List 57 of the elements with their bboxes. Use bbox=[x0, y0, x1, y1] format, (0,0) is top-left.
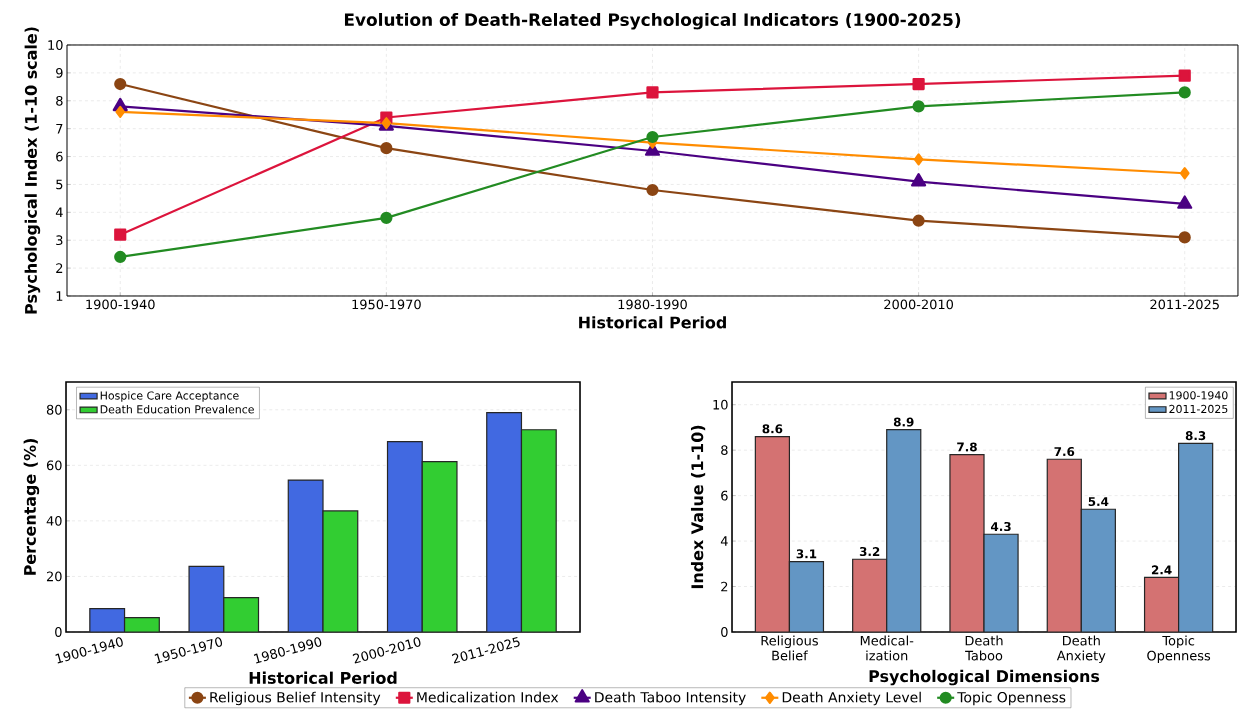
x-tick-label: 2011-2025 bbox=[1150, 299, 1219, 310]
legend-label: Medicalization Index bbox=[417, 691, 559, 703]
legend-label: Topic Openness bbox=[957, 691, 1066, 706]
data-label: 8.3 bbox=[1185, 431, 1206, 441]
legend-label: 1900-1940 bbox=[1169, 391, 1228, 400]
data-label: 8.6 bbox=[762, 424, 783, 434]
y-tick-label: 7 bbox=[56, 123, 63, 134]
x-tick-label: Topic Openness bbox=[1147, 635, 1211, 663]
x-tick-label: 1900-1940 bbox=[86, 299, 155, 310]
y-tick-label: 10 bbox=[713, 399, 728, 410]
data-label: 4.3 bbox=[990, 522, 1011, 532]
chart-title: Evolution of Death-Related Psychological Indicators (1900-2025) bbox=[344, 12, 961, 30]
legend-label: Death Taboo Intensity bbox=[595, 691, 746, 706]
legend-label: Hospice Care Acceptance bbox=[100, 391, 239, 402]
y-tick-label: 0 bbox=[721, 627, 728, 637]
y-axis-title: Psychological Index (1-10 scale) bbox=[24, 27, 41, 314]
x-axis-title: Psychological Dimensions bbox=[869, 669, 1100, 686]
data-label: 8.9 bbox=[893, 417, 914, 427]
x-tick-label: 1950-1970 bbox=[352, 299, 421, 310]
y-tick-label: 80 bbox=[46, 404, 62, 415]
y-tick-label: 4 bbox=[720, 536, 728, 546]
y-tick-label: 8 bbox=[56, 95, 63, 106]
y-axis-title: Percentage (%) bbox=[23, 439, 40, 575]
y-tick-label: 2 bbox=[56, 263, 63, 273]
y-tick-label: 6 bbox=[56, 151, 63, 162]
x-tick-label: Religious Belief bbox=[761, 635, 818, 661]
y-tick-label: 3 bbox=[56, 235, 63, 246]
y-axis-title: Index Value (1-10) bbox=[690, 425, 706, 589]
data-label: 7.6 bbox=[1054, 447, 1075, 457]
y-tick-label: 20 bbox=[46, 571, 62, 582]
data-label: 7.8 bbox=[957, 442, 977, 452]
y-tick-label: 0 bbox=[55, 627, 62, 637]
y-tick-label: 40 bbox=[46, 515, 62, 526]
data-label: 2.4 bbox=[1151, 565, 1172, 575]
x-tick-label: Medical-ization bbox=[860, 635, 914, 661]
x-axis-title: Historical Period bbox=[249, 671, 397, 684]
y-tick-label: 60 bbox=[46, 460, 62, 471]
y-tick-label: 1 bbox=[56, 291, 63, 301]
x-tick-label: Death Taboo bbox=[965, 635, 1003, 661]
y-tick-label: 10 bbox=[48, 40, 63, 50]
legend-label: Death Education Prevalence bbox=[100, 404, 254, 414]
x-tick-label: 1980-1990 bbox=[618, 299, 687, 310]
data-label: 3.1 bbox=[796, 549, 817, 559]
legend-label: 2011-2025 bbox=[1169, 404, 1228, 414]
x-tick-label: Death Anxiety bbox=[1056, 635, 1106, 663]
y-tick-label: 2 bbox=[721, 581, 728, 592]
y-tick-label: 4 bbox=[55, 207, 63, 218]
legend-label: Death Anxiety Level bbox=[782, 691, 921, 706]
x-axis-title: Historical Period bbox=[579, 316, 726, 329]
y-tick-label: 8 bbox=[721, 445, 728, 456]
y-tick-label: 6 bbox=[721, 490, 728, 501]
y-tick-label: 5 bbox=[56, 179, 63, 190]
legend-label: Religious Belief Intensity bbox=[210, 691, 381, 706]
y-tick-label: 9 bbox=[56, 67, 63, 78]
data-label: 5.4 bbox=[1088, 497, 1109, 507]
data-label: 3.2 bbox=[859, 547, 880, 557]
x-tick-label: 2000-2010 bbox=[884, 299, 954, 310]
